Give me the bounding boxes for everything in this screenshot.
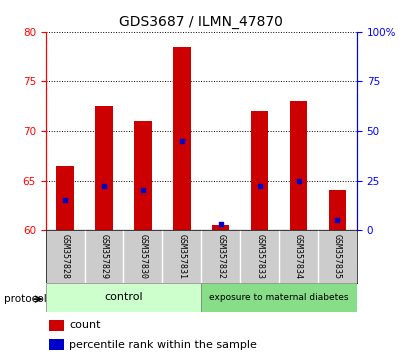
Bar bbox=[49, 320, 64, 331]
Point bbox=[62, 198, 68, 203]
Point bbox=[334, 217, 341, 223]
Bar bbox=[49, 339, 64, 350]
Point bbox=[101, 184, 107, 189]
Bar bbox=[201, 283, 357, 312]
Point bbox=[217, 221, 224, 227]
Text: GSM357828: GSM357828 bbox=[61, 234, 70, 279]
Point bbox=[256, 184, 263, 189]
Text: percentile rank within the sample: percentile rank within the sample bbox=[69, 339, 257, 350]
Bar bbox=[212, 225, 229, 230]
Text: control: control bbox=[104, 292, 143, 302]
Title: GDS3687 / ILMN_47870: GDS3687 / ILMN_47870 bbox=[120, 16, 283, 29]
Text: GSM357830: GSM357830 bbox=[139, 234, 147, 279]
Text: exposure to maternal diabetes: exposure to maternal diabetes bbox=[209, 293, 349, 302]
Text: GSM357829: GSM357829 bbox=[100, 234, 108, 279]
Text: GSM357832: GSM357832 bbox=[216, 234, 225, 279]
Text: GSM357831: GSM357831 bbox=[177, 234, 186, 279]
Bar bbox=[290, 101, 307, 230]
Bar bbox=[134, 121, 151, 230]
Bar bbox=[173, 47, 190, 230]
Text: count: count bbox=[69, 320, 100, 330]
Bar bbox=[95, 106, 113, 230]
Bar bbox=[329, 190, 346, 230]
Text: GSM357834: GSM357834 bbox=[294, 234, 303, 279]
Bar bbox=[56, 166, 74, 230]
Bar bbox=[46, 283, 201, 312]
Text: protocol: protocol bbox=[4, 294, 47, 304]
Point bbox=[139, 188, 146, 193]
Text: GSM357835: GSM357835 bbox=[333, 234, 342, 279]
Text: GSM357833: GSM357833 bbox=[255, 234, 264, 279]
Bar bbox=[251, 111, 269, 230]
Point bbox=[178, 138, 185, 144]
Point bbox=[295, 178, 302, 183]
